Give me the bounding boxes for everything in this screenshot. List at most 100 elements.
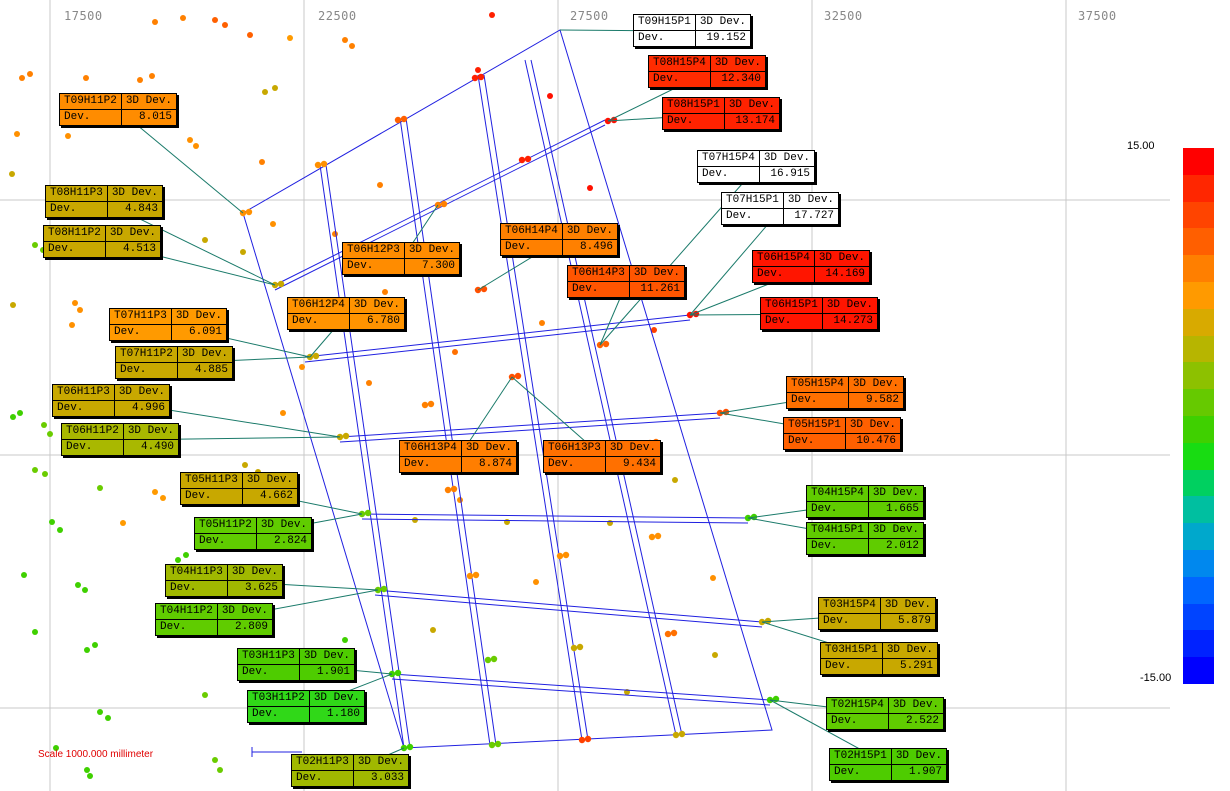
survey-point — [92, 642, 98, 648]
callout-t08h11p3[interactable]: T08H11P3 3D Dev. Dev. 4.843 — [45, 185, 164, 218]
callout-label: Dev. — [166, 581, 228, 596]
callout-value: 16.915 — [770, 168, 811, 180]
callout-t03h15p4[interactable]: T03H15P4 3D Dev. Dev. 5.879 — [818, 597, 937, 630]
grid-node — [562, 551, 570, 559]
callout-t02h15p4[interactable]: T02H15P4 3D Dev. Dev. 2.522 — [826, 697, 945, 730]
survey-point — [69, 322, 75, 328]
legend-color-band — [1183, 335, 1214, 363]
callout-t02h11p3[interactable]: T02H11P3 3D Dev. Dev. 3.033 — [291, 754, 410, 787]
survey-point — [539, 320, 545, 326]
callout-t06h11p3[interactable]: T06H11P3 3D Dev. Dev. 4.996 — [52, 384, 171, 417]
callout-t06h13p3[interactable]: T06H13P3 3D Dev. Dev. 9.434 — [543, 440, 662, 473]
legend-color-band — [1183, 576, 1214, 604]
callout-id: T05H11P2 — [195, 518, 257, 534]
callout-t06h14p3[interactable]: T06H14P3 3D Dev. Dev. 11.261 — [567, 265, 686, 298]
callout-t03h11p2[interactable]: T03H11P2 3D Dev. Dev. 1.180 — [247, 690, 366, 723]
callout-value: 10.476 — [856, 435, 897, 447]
callout-value: 13.174 — [735, 115, 776, 127]
x-tick-label: 17500 — [64, 9, 103, 23]
legend-color-band — [1183, 148, 1214, 175]
callout-t05h11p3[interactable]: T05H11P3 3D Dev. Dev. 4.662 — [180, 472, 299, 505]
callout-id: T04H15P1 — [807, 523, 869, 539]
survey-point — [83, 75, 89, 81]
structure-grid — [239, 29, 780, 752]
callout-header: 3D Dev. — [309, 691, 365, 707]
grid-node — [314, 161, 322, 169]
callout-header: 3D Dev. — [880, 598, 936, 614]
grid-line — [274, 119, 606, 286]
callout-t06h12p3[interactable]: T06H12P3 3D Dev. Dev. 7.300 — [342, 242, 461, 275]
callout-id: T07H15P4 — [698, 151, 760, 167]
callout-t09h11p2[interactable]: T09H11P2 3D Dev. Dev. 8.015 — [59, 93, 178, 126]
callout-t04h11p2[interactable]: T04H11P2 3D Dev. Dev. 2.809 — [155, 603, 274, 636]
callout-t03h15p1[interactable]: T03H15P1 3D Dev. Dev. 5.291 — [820, 642, 939, 675]
callout-value: 4.843 — [125, 203, 159, 215]
callout-id: T07H15P1 — [722, 193, 784, 209]
survey-point — [14, 131, 20, 137]
callout-t06h15p1[interactable]: T06H15P1 3D Dev. Dev. 14.273 — [760, 297, 879, 330]
survey-point — [47, 431, 53, 437]
callout-header: 3D Dev. — [822, 298, 878, 314]
callout-t06h12p4[interactable]: T06H12P4 3D Dev. Dev. 6.780 — [287, 297, 406, 330]
callout-id: T08H11P3 — [46, 186, 108, 202]
callout-header: 3D Dev. — [710, 56, 766, 72]
survey-point — [262, 89, 268, 95]
callout-t03h11p3[interactable]: T03H11P3 3D Dev. Dev. 1.901 — [237, 648, 356, 681]
callout-value: 7.300 — [422, 260, 456, 272]
callout-t07h15p4[interactable]: T07H15P4 3D Dev. Dev. 16.915 — [697, 150, 816, 183]
survey-point — [32, 629, 38, 635]
grid-node — [380, 585, 388, 593]
callout-t06h13p4[interactable]: T06H13P4 3D Dev. Dev. 8.874 — [399, 440, 518, 473]
grid-node — [602, 340, 610, 348]
callout-id: T06H15P4 — [753, 251, 815, 267]
callout-value: 14.273 — [833, 315, 874, 327]
callout-t05h15p1[interactable]: T05H15P1 3D Dev. Dev. 10.476 — [783, 417, 902, 450]
callout-t08h15p4[interactable]: T08H15P4 3D Dev. Dev. 12.340 — [648, 55, 767, 88]
callout-t06h15p4[interactable]: T06H15P4 3D Dev. Dev. 14.169 — [752, 250, 871, 283]
callout-t07h15p1[interactable]: T07H15P1 3D Dev. Dev. 17.727 — [721, 192, 840, 225]
grid-node — [494, 740, 502, 748]
survey-point — [17, 410, 23, 416]
grid-line — [483, 74, 589, 741]
callout-label: Dev. — [46, 202, 108, 217]
callout-value: 8.874 — [479, 458, 513, 470]
survey-point — [187, 137, 193, 143]
callout-t08h11p2[interactable]: T08H11P2 3D Dev. Dev. 4.513 — [43, 225, 162, 258]
callout-id: T04H11P2 — [156, 604, 218, 620]
callout-t04h11p3[interactable]: T04H11P3 3D Dev. Dev. 3.625 — [165, 564, 284, 597]
callout-leader — [689, 208, 782, 316]
callout-label: Dev. — [288, 314, 350, 329]
callout-value: 1.665 — [886, 503, 920, 515]
callout-id: T02H15P4 — [827, 698, 889, 714]
callout-t05h15p4[interactable]: T05H15P4 3D Dev. Dev. 9.582 — [786, 376, 905, 409]
callout-t06h14p4[interactable]: T06H14P4 3D Dev. Dev. 8.496 — [500, 223, 619, 256]
callout-value: 5.879 — [898, 615, 932, 627]
survey-point — [287, 35, 293, 41]
survey-point — [32, 467, 38, 473]
callout-t04h15p4[interactable]: T04H15P4 3D Dev. Dev. 1.665 — [806, 485, 925, 518]
grid-node — [312, 352, 320, 360]
callout-id: T08H15P4 — [649, 56, 711, 72]
grid-node — [406, 743, 414, 751]
callout-header: 3D Dev. — [349, 298, 405, 314]
callout-t07h11p2[interactable]: T07H11P2 3D Dev. Dev. 4.885 — [115, 346, 234, 379]
callout-id: T03H15P1 — [821, 643, 883, 659]
callout-id: T06H15P1 — [761, 298, 823, 314]
callout-t08h15p1[interactable]: T08H15P1 3D Dev. Dev. 13.174 — [662, 97, 781, 130]
callout-value: 12.340 — [721, 73, 762, 85]
grid-node — [477, 73, 485, 81]
callout-t02h15p1[interactable]: T02H15P1 3D Dev. Dev. 1.907 — [829, 748, 948, 781]
callout-t07h11p3[interactable]: T07H11P3 3D Dev. Dev. 6.091 — [109, 308, 228, 341]
callout-t05h11p2[interactable]: T05H11P2 3D Dev. Dev. 2.824 — [194, 517, 313, 550]
callout-label: Dev. — [544, 457, 606, 472]
survey-point — [349, 43, 355, 49]
callout-t09h15p1[interactable]: T09H15P1 3D Dev. Dev. 19.152 — [633, 14, 752, 47]
callout-id: T08H15P1 — [663, 98, 725, 114]
survey-point — [41, 422, 47, 428]
callout-t06h11p2[interactable]: T06H11P2 3D Dev. Dev. 4.490 — [61, 423, 180, 456]
callout-t04h15p1[interactable]: T04H15P1 3D Dev. Dev. 2.012 — [806, 522, 925, 555]
survey-point — [32, 242, 38, 248]
grid-node — [584, 735, 592, 743]
